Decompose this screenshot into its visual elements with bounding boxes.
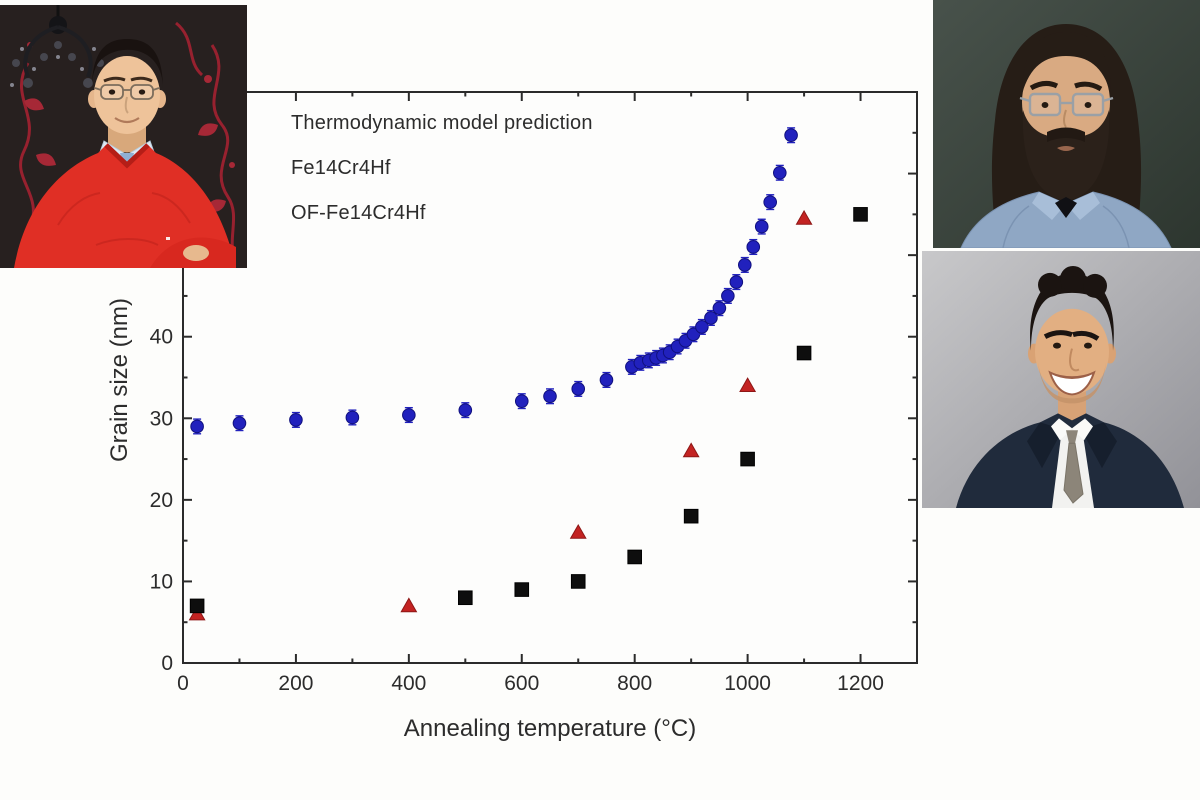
data-point-thermodynamic-model-prediction [232,416,247,430]
data-point-thermodynamic-model-prediction [746,240,761,254]
data-point-of-fe14cr4hf [627,549,642,565]
data-point-thermodynamic-model-prediction [784,128,798,143]
legend-entry-of-fe14cr4hf: OF-Fe14Cr4Hf [291,202,426,224]
data-point-thermodynamic-model-prediction [712,301,727,315]
data-point-thermodynamic-model-prediction [772,165,787,180]
data-point-of-fe14cr4hf [683,508,699,524]
data-point-thermodynamic-model-prediction [571,382,586,396]
legend-entry-fe14cr4hf: Fe14Cr4Hf [291,157,391,179]
data-point-thermodynamic-model-prediction [345,410,360,425]
person-red-sweater [14,39,236,268]
portrait-photo-red-sweater [0,5,247,268]
data-point-thermodynamic-model-prediction [599,373,614,387]
data-point-thermodynamic-model-prediction [402,408,416,422]
x-tick-label: 400 [391,672,426,695]
data-point-thermodynamic-model-prediction [729,275,744,289]
data-point-thermodynamic-model-prediction [704,311,718,325]
y-tick-label: 0 [161,652,173,675]
x-tick-label: 600 [504,672,539,695]
data-point-thermodynamic-model-prediction [289,413,303,427]
data-point-thermodynamic-model-prediction [754,219,769,234]
x-tick-label: 1200 [837,672,884,695]
chandelier-decor [10,5,104,88]
data-point-thermodynamic-model-prediction [190,419,204,434]
data-point-thermodynamic-model-prediction [721,289,735,303]
data-point-fe14cr4hf [188,605,206,621]
x-axis-label: Annealing temperature (°C) [403,715,697,742]
data-point-of-fe14cr4hf [853,207,868,222]
data-point-thermodynamic-model-prediction [458,403,473,417]
person-navy-suit [956,265,1184,508]
portrait-red-sweater-art [0,5,247,268]
person-beard-glasses [960,24,1172,248]
y-tick-label: 10 [150,570,173,593]
y-tick-label: 30 [150,407,173,430]
portrait-photo-beard-glasses [933,0,1200,248]
data-point-fe14cr4hf [682,442,700,458]
y-tick-label: 20 [150,489,173,512]
x-tick-label: 200 [278,672,313,695]
x-tick-label: 800 [617,672,652,695]
data-point-fe14cr4hf [739,377,757,392]
data-point-thermodynamic-model-prediction [543,389,557,404]
data-point-thermodynamic-model-prediction [514,394,529,408]
portrait-beard-glasses-art [933,0,1200,248]
portrait-photo-navy-suit [922,251,1200,508]
data-point-thermodynamic-model-prediction [737,258,752,272]
y-tick-label: 40 [150,326,173,349]
x-tick-label: 0 [177,672,189,695]
data-point-of-fe14cr4hf [796,345,812,361]
legend-entry-model: Thermodynamic model prediction [291,112,593,134]
data-point-of-fe14cr4hf [570,574,586,589]
data-point-of-fe14cr4hf [740,451,755,467]
y-axis-label: Grain size (nm) [106,297,133,463]
data-point-thermodynamic-model-prediction [763,195,778,209]
x-tick-label: 1000 [724,672,771,695]
portrait-navy-suit-art [922,251,1200,508]
data-point-fe14cr4hf [400,597,418,613]
data-point-fe14cr4hf [795,209,813,225]
data-point-of-fe14cr4hf [514,582,530,597]
data-point-fe14cr4hf [569,523,587,539]
data-point-of-fe14cr4hf [189,598,205,614]
data-point-thermodynamic-model-prediction [695,320,709,334]
plot-border [182,91,918,664]
data-point-of-fe14cr4hf [458,590,473,606]
